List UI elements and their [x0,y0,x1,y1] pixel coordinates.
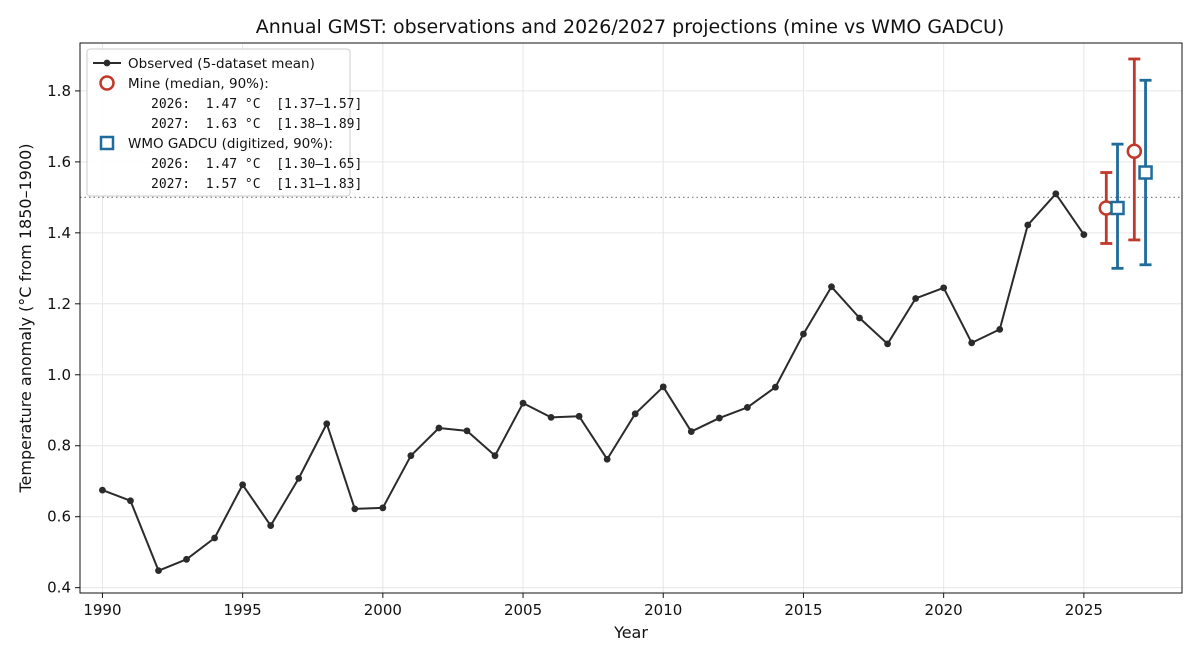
observed-point [267,522,275,529]
axes-frame [79,42,1183,594]
legend-mine-marker [99,75,115,91]
y-tick-label: 1.4 [47,224,71,242]
x-tick-label: 2010 [644,601,682,619]
observed-point [743,404,751,411]
observed-point [856,314,863,322]
x-tick-label: 2020 [925,601,963,619]
legend-observed-marker [103,59,111,67]
observed-point [295,474,303,482]
y-tick-label: 0.8 [47,437,71,455]
y-tick-label: 1.0 [47,366,71,384]
observed-series-line [102,192,1085,572]
observed-point [351,505,359,513]
x-axis-label: Year [613,623,648,642]
y-tick-label: 0.4 [47,579,71,597]
observed-point [127,497,134,505]
observed-point [603,455,611,463]
observed-point [435,424,443,432]
observed-point [912,295,920,302]
x-tick-label: 2005 [504,601,542,619]
observed-point [519,399,527,407]
observed-point [631,410,639,418]
x-tick-label: 2000 [364,601,402,619]
legend-mine-label: Mine (median, 90%): [128,76,269,92]
x-tick-label: 1990 [83,601,121,619]
observed-point [239,481,247,489]
observed-point [996,325,1004,333]
observed-point [828,283,835,291]
observed-point [99,486,106,494]
legend-box [86,48,351,197]
legend-wmo-entry-2026: 2026: 1.47 °C [1.30–1.65] [151,157,362,172]
observed-point [1052,190,1060,198]
legend-observed-label: Observed (5-dataset mean) [128,56,315,72]
observed-point [884,340,891,348]
x-tick-label: 2025 [1065,601,1103,619]
observed-point [940,284,948,292]
legend-wmo-label: WMO GADCU (digitized, 90%): [128,136,333,152]
y-tick-label: 1.2 [47,295,71,313]
observed-point [491,452,499,460]
observed-point [1024,221,1032,229]
legend-mine-entry-2026: 2026: 1.47 °C [1.37–1.57] [151,97,362,112]
y-tick-label: 1.6 [47,153,71,171]
observed-point [407,452,415,460]
observed-point [687,428,695,435]
observed-point [211,534,218,542]
plot-area: 1990 1995 2000 2005 2010 2015 2020 2025 0.4 0.6 0.… [47,42,1183,619]
observed-point [575,412,583,420]
observed-point [463,427,471,435]
legend: Observed (5-dataset mean) Mine (median, 9… [86,48,362,197]
observed-point [968,339,976,347]
projection-median-circle [1126,143,1143,159]
y-tick-label: 0.6 [47,508,71,526]
legend-wmo-marker [99,135,115,151]
observed-point [715,414,723,422]
observed-point [659,383,667,391]
observed-point [800,330,807,338]
legend-wmo-entry-2027: 2027: 1.57 °C [1.31–1.83] [151,177,362,192]
observed-point [379,504,387,512]
x-tick-label: 2015 [784,601,822,619]
observed-point [772,383,779,391]
x-tick-label: 1995 [224,601,262,619]
observed-point [323,420,331,428]
projection-median-square [1138,165,1153,180]
observed-point [155,567,162,575]
y-axis-label: Temperature anomaly (°C from 1850–1900) [16,143,35,493]
y-tick-label: 1.8 [47,82,71,100]
observed-point [183,555,190,563]
legend-mine-entry-2027: 2027: 1.63 °C [1.38–1.89] [151,117,362,132]
observed-point [547,413,555,421]
chart-title: Annual GMST: observations and 2026/2027 … [256,16,1005,38]
projection-median-square [1110,200,1125,216]
observed-point [1080,231,1088,239]
